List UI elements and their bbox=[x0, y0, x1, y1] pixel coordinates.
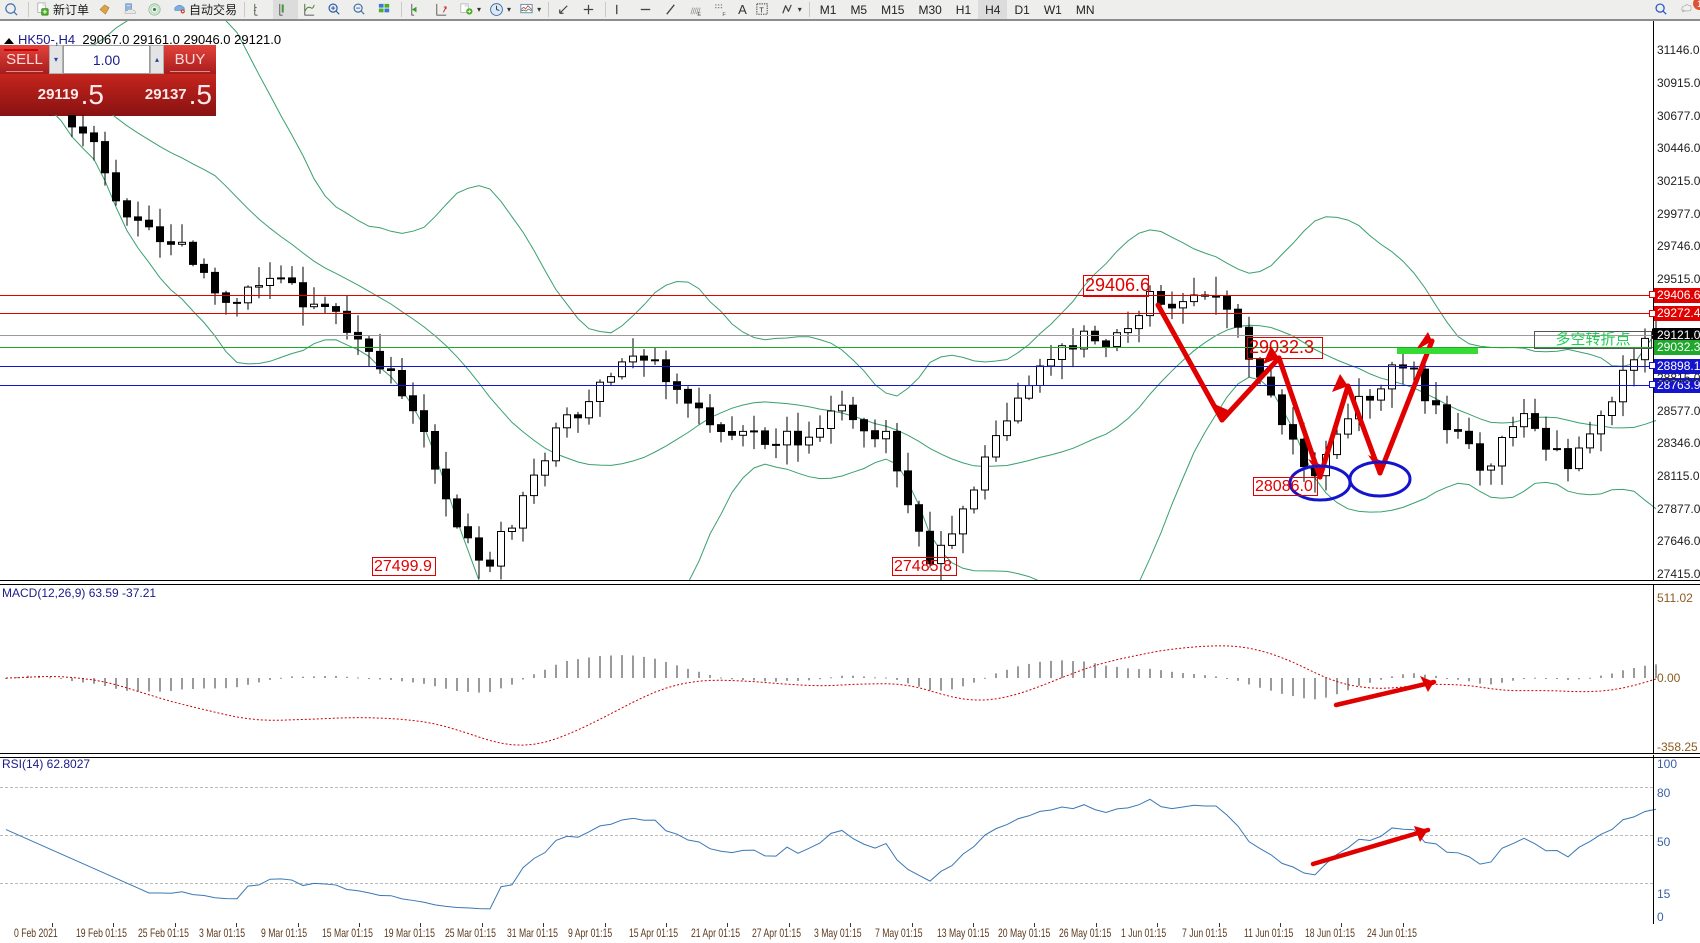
svg-text:E: E bbox=[697, 12, 701, 17]
svg-text:F: F bbox=[722, 12, 726, 17]
svg-text:T: T bbox=[759, 5, 764, 14]
